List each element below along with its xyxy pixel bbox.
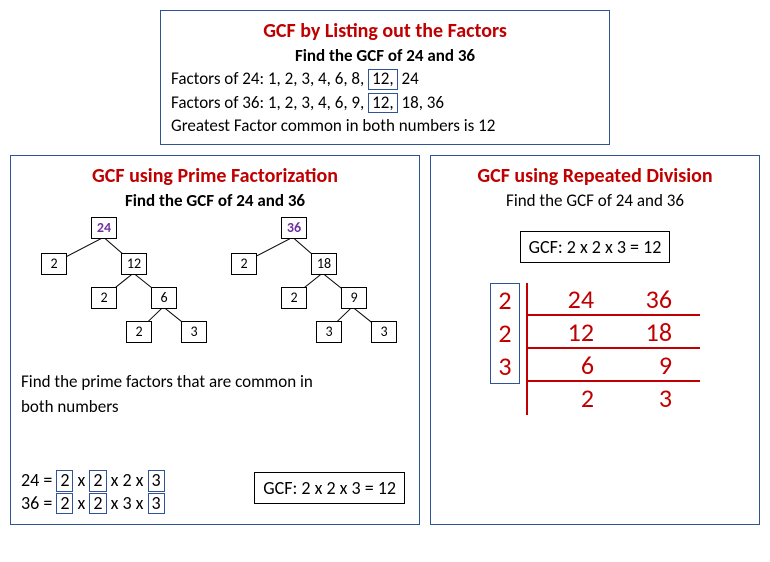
divisor-0: 2	[491, 284, 519, 317]
cell-0-1: 36	[606, 283, 684, 314]
factors-36-prefix: Factors of 36: 1, 2, 3, 4, 6, 9,	[171, 92, 368, 113]
cell-0-0: 24	[528, 283, 606, 314]
repeated-division-panel: GCF using Repeated Division Find the GCF…	[430, 155, 760, 525]
find-common-text-1: Find the prime factors that are common i…	[21, 371, 409, 392]
eq1-b3: 3	[148, 470, 165, 492]
factors-24-suffix: 24	[398, 68, 419, 89]
tree2-node-3: 9	[341, 287, 367, 309]
divisors-column: 2 2 3	[490, 283, 520, 384]
eq1-b1: 2	[56, 470, 73, 492]
division-row-1: 12 18	[528, 316, 700, 349]
tree1-node-2: 2	[91, 287, 117, 309]
factors-24-prefix: Factors of 24: 1, 2, 3, 4, 6, 8,	[171, 68, 368, 89]
division-title: GCF using Repeated Division	[441, 164, 749, 188]
prime-subtitle: Find the GCF of 24 and 36	[21, 190, 409, 211]
eq2-b3: 3	[148, 493, 165, 515]
tree1-node-0: 2	[41, 253, 67, 275]
tree2-node-4: 3	[316, 321, 342, 343]
prime-gcf-box: GCF: 2 x 2 x 3 = 12	[254, 472, 405, 504]
cell-1-0: 12	[528, 316, 606, 347]
find-common-text-2: both numbers	[21, 396, 409, 417]
division-subtitle: Find the GCF of 24 and 36	[441, 190, 749, 211]
division-gcf-result: GCF: 2 x 2 x 3 = 12	[441, 231, 749, 263]
listing-factors-panel: GCF by Listing out the Factors Find the …	[160, 10, 610, 145]
prime-factorization-panel: GCF using Prime Factorization Find the G…	[10, 155, 420, 525]
division-ladder: 2 2 3 24 36 12 18 6 9 2 3	[490, 283, 700, 415]
cell-1-1: 18	[606, 316, 684, 347]
factor-trees: 24 2 12 2 6 2 3 36 2 18 2 9 3 3	[21, 217, 409, 367]
tree2-node-5: 3	[371, 321, 397, 343]
division-row-0: 24 36	[528, 283, 700, 316]
division-row-3: 2 3	[528, 382, 700, 415]
equation-24: 24 = 2 x 2 x 2 x 3	[21, 469, 165, 492]
greatest-factor-text: Greatest Factor common in both numbers i…	[171, 115, 599, 136]
tree1-node-3: 6	[151, 287, 177, 309]
tree1-node-1: 12	[121, 253, 147, 275]
division-grid: 24 36 12 18 6 9 2 3	[528, 283, 700, 415]
equation-36: 36 = 2 x 2 x 3 x 3	[21, 492, 165, 515]
division-vline	[526, 283, 528, 415]
factors-36-line: Factors of 36: 1, 2, 3, 4, 6, 9, 12, 18,…	[171, 92, 599, 114]
factors-36-gcf-box: 12,	[368, 93, 397, 114]
listing-subtitle: Find the GCF of 24 and 36	[171, 45, 599, 66]
tree2-node-1: 18	[311, 253, 337, 275]
divisor-2: 3	[491, 350, 519, 383]
prime-gcf-result: GCF: 2 x 2 x 3 = 12	[254, 472, 405, 504]
eq1-m2: x 2 x	[107, 469, 148, 491]
equations-block: 24 = 2 x 2 x 2 x 3 36 = 2 x 2 x 3 x 3	[21, 469, 165, 515]
division-gcf-box: GCF: 2 x 2 x 3 = 12	[520, 231, 671, 263]
cell-3-0: 2	[528, 382, 606, 415]
cell-2-1: 9	[606, 349, 684, 380]
listing-title: GCF by Listing out the Factors	[171, 19, 599, 43]
factors-36-suffix: 18, 36	[398, 92, 444, 113]
tree1-node-4: 2	[126, 321, 152, 343]
eq1-b2: 2	[89, 470, 106, 492]
prime-title: GCF using Prime Factorization	[21, 164, 409, 188]
tree1-node-5: 3	[181, 321, 207, 343]
eq2-b2: 2	[89, 493, 106, 515]
eq1-m1: x	[73, 469, 89, 491]
eq2-pre: 36 =	[21, 492, 56, 514]
eq2-m2: x 3 x	[107, 492, 148, 514]
eq2-b1: 2	[56, 493, 73, 515]
cell-2-0: 6	[528, 349, 606, 380]
divisor-1: 2	[491, 317, 519, 350]
division-row-2: 6 9	[528, 349, 700, 382]
tree2-root: 36	[281, 217, 307, 239]
eq2-m1: x	[73, 492, 89, 514]
factors-24-gcf-box: 12,	[368, 69, 397, 90]
eq1-pre: 24 =	[21, 469, 56, 491]
tree1-root: 24	[91, 217, 117, 239]
tree2-node-2: 2	[281, 287, 307, 309]
cell-3-1: 3	[606, 382, 684, 415]
factors-24-line: Factors of 24: 1, 2, 3, 4, 6, 8, 12, 24	[171, 68, 599, 90]
tree2-node-0: 2	[231, 253, 257, 275]
